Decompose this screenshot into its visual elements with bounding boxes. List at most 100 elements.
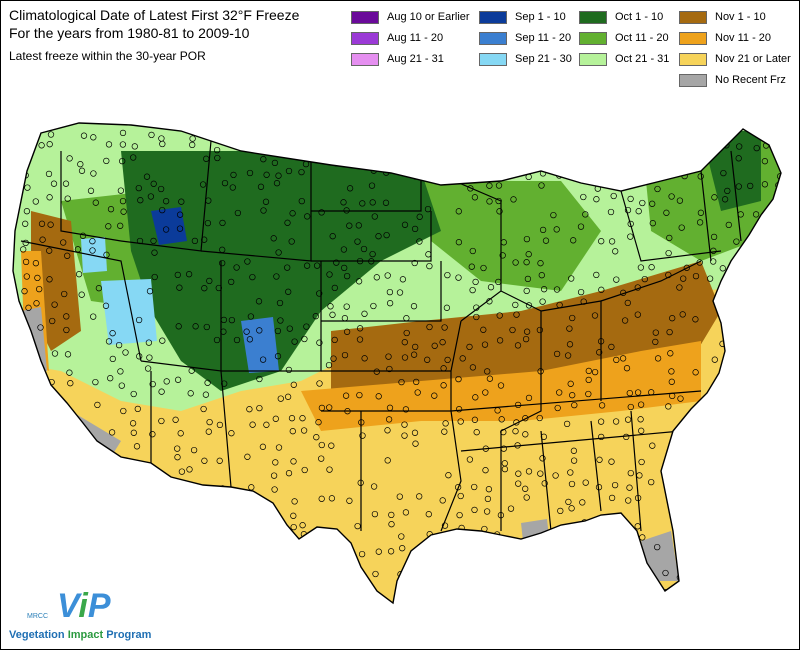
station-marker (150, 180, 157, 187)
legend-label: Oct 1 - 10 (615, 11, 664, 23)
station-marker (368, 182, 376, 189)
station-marker (695, 481, 703, 488)
legend-label: Sep 11 - 20 (515, 32, 572, 44)
station-marker (582, 211, 589, 218)
station-marker (501, 465, 509, 473)
zone-sep21-a (101, 279, 157, 345)
station-marker (284, 264, 291, 271)
station-marker (47, 221, 54, 228)
station-marker (401, 432, 408, 439)
station-marker (652, 329, 659, 336)
station-marker (162, 226, 170, 233)
station-marker (484, 368, 491, 375)
station-marker (585, 564, 592, 571)
station-marker (148, 131, 155, 139)
station-marker (357, 479, 364, 486)
station-marker (761, 265, 768, 272)
station-marker (638, 458, 645, 466)
station-marker (89, 247, 96, 254)
station-marker (513, 311, 520, 318)
station-marker (778, 274, 781, 282)
station-marker (159, 140, 166, 148)
station-marker (610, 192, 617, 200)
station-marker (697, 209, 705, 216)
station-marker (552, 472, 559, 479)
station-marker (375, 548, 382, 555)
station-marker (467, 185, 474, 192)
station-marker (177, 430, 184, 437)
station-marker (663, 209, 670, 216)
station-marker (143, 173, 151, 180)
station-marker (32, 260, 40, 267)
station-marker (203, 323, 210, 331)
station-marker (633, 571, 641, 578)
station-marker (159, 337, 166, 344)
station-marker (105, 141, 113, 148)
station-marker (497, 146, 505, 153)
station-marker (654, 355, 662, 362)
station-marker (748, 535, 755, 542)
station-marker (536, 414, 543, 422)
station-marker (538, 182, 545, 189)
station-marker (64, 252, 71, 259)
station-marker (692, 316, 699, 323)
station-marker (585, 367, 592, 375)
station-marker (135, 316, 143, 324)
station-marker (290, 562, 298, 570)
station-marker (678, 161, 685, 168)
station-marker (513, 419, 520, 426)
station-marker (696, 219, 704, 226)
station-marker (634, 284, 641, 291)
station-marker (591, 312, 599, 319)
station-marker (569, 314, 576, 322)
station-marker (608, 569, 615, 577)
station-marker (90, 134, 97, 141)
station-marker (215, 284, 222, 292)
station-marker (102, 576, 109, 583)
logo-word-impact: Impact (67, 629, 104, 641)
station-marker (424, 205, 432, 213)
station-marker (625, 497, 632, 504)
station-marker (318, 404, 326, 412)
station-marker (358, 550, 366, 558)
station-marker (679, 499, 687, 506)
station-marker (232, 590, 239, 597)
station-marker (343, 303, 350, 310)
station-marker (525, 302, 533, 309)
station-marker (355, 131, 362, 138)
station-marker (35, 505, 42, 512)
logo-mrcc: MRCC (27, 613, 48, 620)
station-marker (496, 208, 503, 215)
station-marker (585, 376, 592, 384)
station-marker (594, 130, 601, 138)
station-marker (457, 418, 464, 425)
station-marker (627, 469, 634, 477)
station-marker (318, 495, 325, 502)
station-marker (219, 246, 226, 253)
station-marker (592, 148, 599, 155)
station-marker (668, 378, 675, 385)
station-marker (326, 404, 333, 411)
station-marker (749, 511, 756, 518)
station-marker (691, 589, 698, 596)
station-marker (162, 198, 170, 205)
station-marker (751, 391, 758, 398)
station-marker (627, 220, 634, 228)
station-marker (739, 468, 746, 476)
station-marker (102, 484, 109, 491)
station-marker (136, 353, 143, 360)
station-marker (692, 369, 699, 376)
station-marker (453, 129, 461, 137)
station-marker (654, 543, 661, 551)
station-marker (555, 583, 563, 590)
station-marker (412, 550, 419, 557)
station-marker (275, 444, 283, 451)
station-marker (402, 509, 410, 516)
station-marker (710, 458, 717, 466)
station-marker (635, 208, 642, 215)
logo-v: V (57, 587, 79, 625)
station-marker (200, 405, 207, 413)
station-marker (115, 341, 123, 349)
station-marker (627, 195, 634, 203)
station-marker (119, 197, 127, 205)
